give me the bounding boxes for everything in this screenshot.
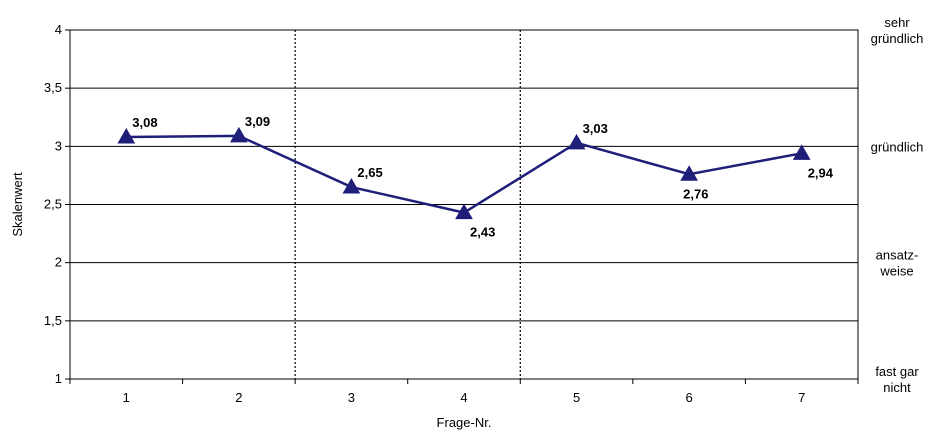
data-point-marker [455, 203, 473, 220]
data-point-marker [680, 165, 699, 181]
x-axis-title: Frage-Nr. [437, 415, 492, 430]
data-label: 3,08 [132, 115, 157, 130]
data-point-marker [117, 128, 136, 144]
y-tick-label: 2,5 [44, 197, 62, 212]
y-tick-label: 3,5 [44, 80, 62, 95]
y-tick-label: 4 [55, 22, 62, 37]
x-tick-label: 3 [348, 390, 355, 405]
right-scale-label: gründlich [871, 31, 924, 46]
data-label: 2,94 [808, 165, 834, 180]
data-point-marker [567, 133, 586, 150]
x-tick-label: 4 [460, 390, 467, 405]
right-scale-label: sehr [884, 15, 910, 30]
data-point-marker [792, 144, 811, 160]
x-tick-label: 2 [235, 390, 242, 405]
right-scale-label: ansatz- [876, 248, 919, 263]
right-scale-label: fast gar [875, 364, 919, 379]
data-labels: 3,08 3,09 2,65 2,43 3,03 2,76 2,94 [132, 114, 834, 240]
data-label: 2,76 [683, 186, 708, 201]
x-tick-label: 1 [123, 390, 130, 405]
y-tick-label: 3 [55, 138, 62, 153]
y-tick-labels: 1 1,5 2 2,5 3 3,5 4 [44, 22, 62, 386]
right-scale-label: gründlich [871, 139, 924, 154]
data-point-marker [229, 126, 248, 143]
data-point-marker [342, 178, 361, 194]
data-label: 2,65 [357, 165, 382, 180]
axis-ticks [65, 29, 859, 384]
right-scale-label: weise [879, 264, 913, 279]
x-tick-label: 7 [798, 390, 805, 405]
x-tick-label: 6 [686, 390, 693, 405]
data-label: 3,09 [245, 114, 270, 129]
y-tick-label: 1,5 [44, 313, 62, 328]
y-axis-title: Skalenwert [10, 172, 25, 237]
data-markers [117, 126, 811, 220]
data-label: 3,03 [583, 121, 608, 136]
x-tick-label: 5 [573, 390, 580, 405]
x-tick-labels: 1 2 3 4 5 6 7 [123, 390, 806, 405]
y-tick-label: 1 [55, 371, 62, 386]
y-tick-label: 2 [55, 255, 62, 270]
right-scale-label: nicht [883, 380, 911, 395]
data-label: 2,43 [470, 225, 495, 240]
